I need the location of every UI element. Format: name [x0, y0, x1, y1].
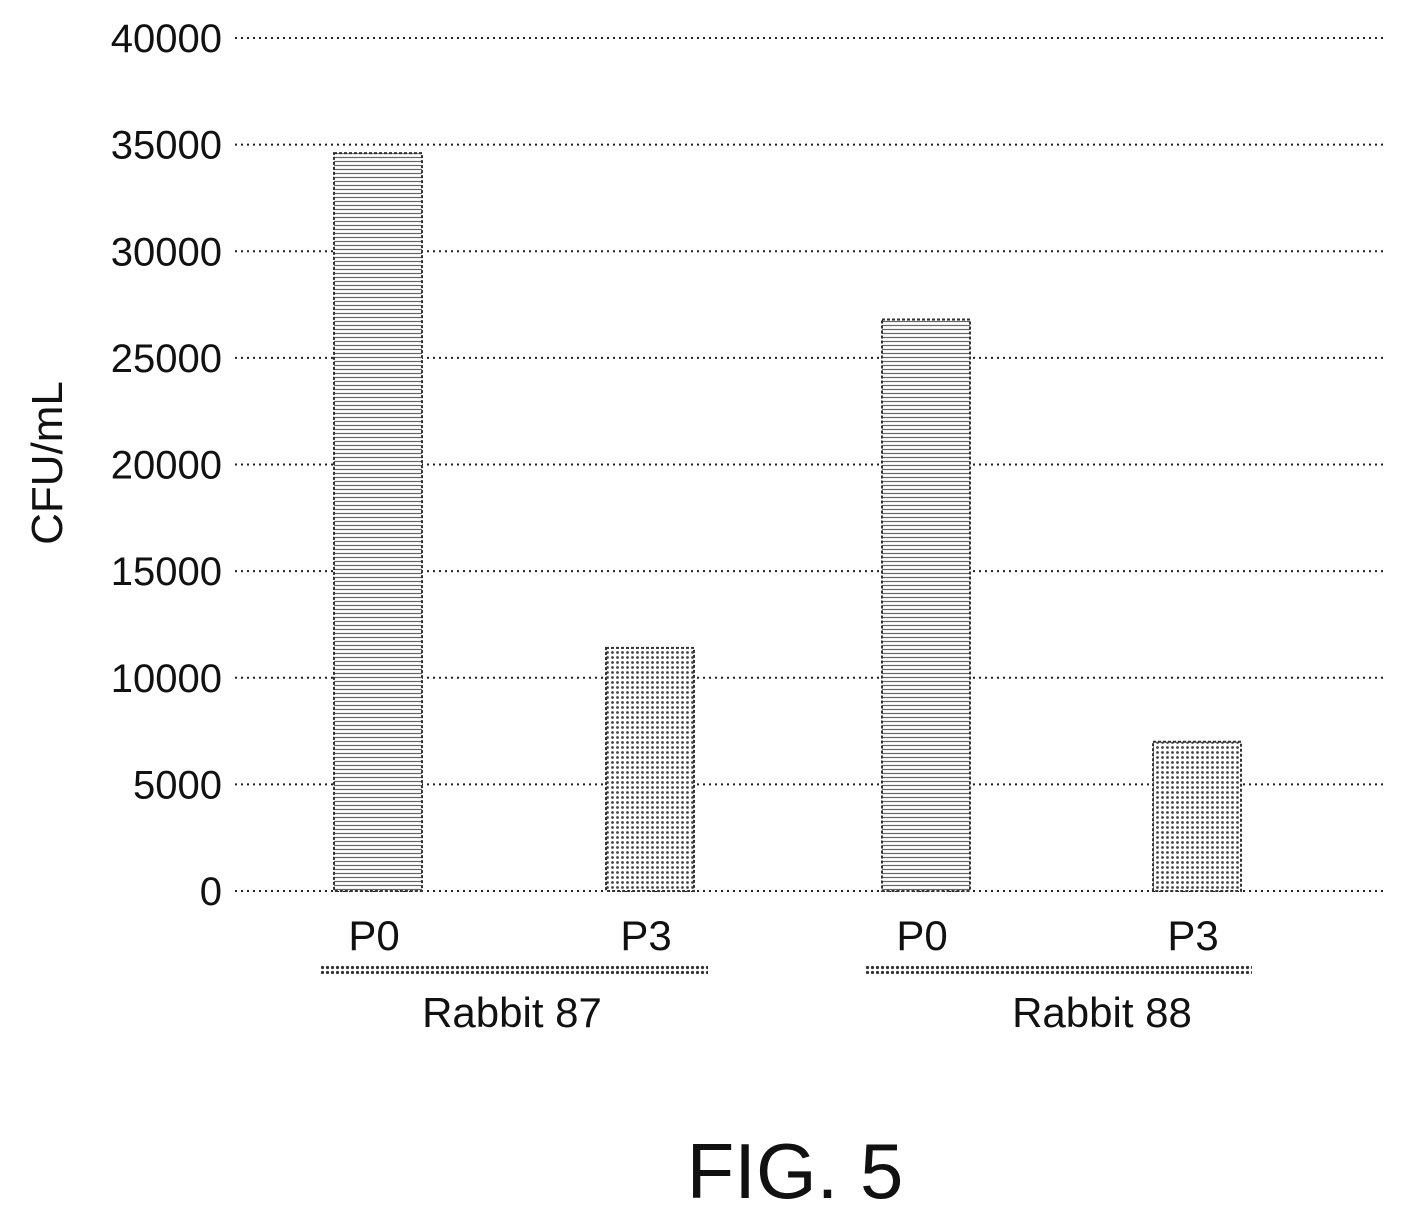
y-tick-label: 20000 [111, 444, 222, 488]
bar-rabbit-88-p0 [881, 318, 971, 892]
y-tick-label: 35000 [111, 124, 222, 168]
y-tick-label: 15000 [111, 550, 222, 594]
figure-caption: FIG. 5 [687, 1127, 904, 1215]
category-label: P0 [896, 912, 947, 959]
y-tick-labels: 0 5000 10000 15000 20000 25000 30000 35000 40000 [111, 17, 222, 914]
group-label: Rabbit 88 [1012, 989, 1192, 1036]
y-tick-label: 0 [200, 870, 222, 914]
category-labels: P0 P3 P0 P3 [348, 912, 1218, 959]
y-tick-label: 5000 [133, 763, 222, 807]
bars [333, 152, 1242, 893]
y-tick-label: 30000 [111, 230, 222, 274]
y-tick-label: 10000 [111, 657, 222, 701]
category-label: P3 [1167, 912, 1218, 959]
group-label: Rabbit 87 [422, 989, 602, 1036]
group-bracket-line [864, 965, 1252, 974]
group-labels: Rabbit 87 Rabbit 88 [320, 965, 1252, 1036]
y-tick-label: 40000 [111, 17, 222, 61]
group-bracket-line [320, 965, 708, 974]
y-axis-label: CFU/mL [23, 381, 72, 545]
category-label: P0 [348, 912, 399, 959]
bar-rabbit-87-p0 [333, 152, 423, 892]
bar-rabbit-88-p3 [1152, 740, 1242, 892]
y-tick-label: 25000 [111, 337, 222, 381]
bar-rabbit-87-p3 [605, 646, 695, 893]
category-label: P3 [620, 912, 671, 959]
